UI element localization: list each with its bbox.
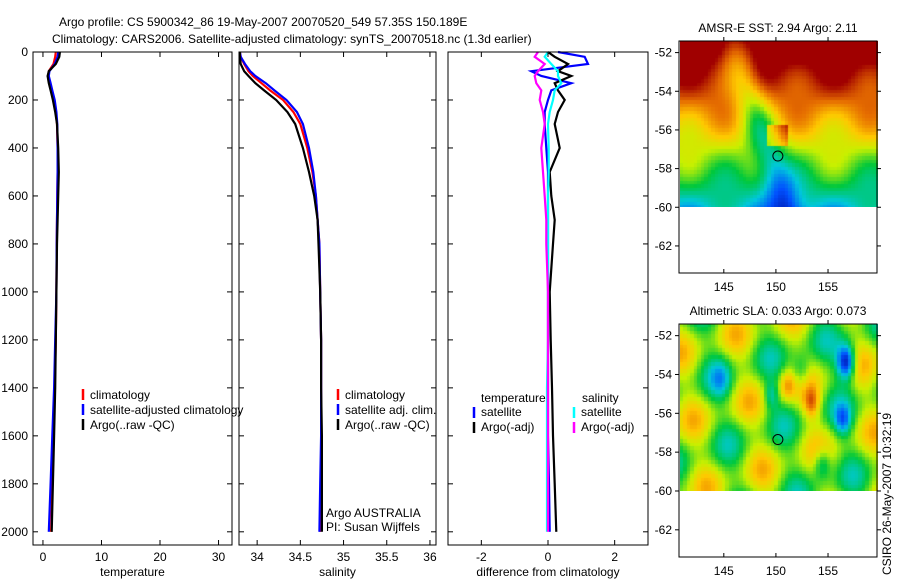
series-line-climatology [238, 51, 323, 532]
x-axis-label: salinity [319, 565, 356, 579]
y-tick-label: -56 [655, 123, 673, 137]
map-frame [678, 323, 878, 558]
argo-location-marker [772, 150, 784, 162]
y-tick-label: -58 [655, 445, 673, 459]
y-tick-label: 0 [21, 45, 28, 59]
map-title: Altimetric SLA: 0.033 Argo: 0.073 [690, 304, 867, 318]
legend-heading-salinity: salinity [582, 391, 619, 405]
y-tick-label: -56 [655, 406, 673, 420]
x-tick-label: 145 [714, 564, 734, 578]
y-tick-label: 200 [8, 93, 28, 107]
x-axis-label: difference from climatology [476, 565, 619, 579]
legend-label: Argo(..raw -QC) [90, 418, 175, 432]
x-tick-label: 150 [766, 280, 786, 294]
legend-label: climatology [90, 388, 150, 402]
x-tick-label: 35.5 [375, 550, 399, 564]
y-tick-label: 1200 [1, 333, 28, 347]
title-line-2: Climatology: CARS2006. Satellite-adjuste… [52, 32, 532, 46]
x-tick-label: 2 [611, 550, 618, 564]
x-tick-label: 36 [423, 550, 437, 564]
legend-label: satellite [481, 405, 522, 419]
legend-label: Argo(..raw -QC) [345, 418, 430, 432]
x-tick-label: 0 [545, 550, 552, 564]
legend-label: satellite-adjusted climatology [90, 403, 243, 417]
x-tick-label: 10 [95, 550, 109, 564]
y-tick-label: 1000 [1, 285, 28, 299]
y-tick-label: -52 [655, 329, 673, 343]
legend-label: Argo(-adj) [581, 420, 634, 434]
x-tick-label: 20 [153, 550, 167, 564]
y-tick-label: -62 [655, 523, 673, 537]
x-tick-label: 155 [818, 280, 838, 294]
sst-heatmap [680, 41, 878, 207]
x-tick-label: 150 [766, 564, 786, 578]
y-tick-label: -62 [655, 239, 673, 253]
map-frame [678, 40, 878, 274]
series-line-salinity-argo-adj- [533, 51, 550, 532]
annotation-line: Argo AUSTRALIA [326, 506, 421, 520]
plot-frame [238, 51, 437, 546]
y-tick-label: -52 [655, 46, 673, 60]
x-tick-label: 145 [714, 280, 734, 294]
legend-label: satellite adj. clim. [345, 403, 436, 417]
legend-label: climatology [345, 388, 405, 402]
x-tick-label: 30 [212, 550, 226, 564]
argo-location-marker [772, 434, 784, 446]
series-line-satellite-adj-clim- [238, 51, 323, 532]
y-tick-label: 600 [8, 189, 28, 203]
footer-stamp: CSIRO 26-May-2007 10:32:19 [880, 413, 894, 575]
x-tick-label: 34 [250, 550, 264, 564]
x-tick-label: 34.5 [289, 550, 313, 564]
y-tick-label: -58 [655, 162, 673, 176]
y-tick-label: -60 [655, 200, 673, 214]
x-tick-label: 155 [818, 564, 838, 578]
series-line-argo-raw-qc- [46, 51, 61, 532]
x-tick-label: 35 [337, 550, 351, 564]
annotation-line: PI: Susan Wijffels [326, 520, 420, 534]
series-line-temperature-satellite [527, 50, 590, 532]
y-tick-label: -54 [655, 84, 673, 98]
y-tick-label: 2000 [1, 525, 28, 539]
legend-label: satellite [581, 405, 622, 419]
map-title: AMSR-E SST: 2.94 Argo: 2.11 [698, 21, 858, 35]
x-axis-label: temperature [100, 565, 165, 579]
sla-heatmap [680, 324, 878, 491]
y-tick-label: 1800 [1, 477, 28, 491]
series-line-temperature-argo-adj- [547, 51, 575, 532]
y-tick-label: 1400 [1, 381, 28, 395]
legend-label: Argo(-adj) [481, 420, 534, 434]
legend-heading-temperature: temperature [481, 391, 546, 405]
series-line-argo-raw-qc- [238, 52, 323, 532]
y-tick-label: 1600 [1, 429, 28, 443]
x-tick-label: 0 [40, 550, 47, 564]
y-tick-label: -60 [655, 484, 673, 498]
x-tick-label: -2 [476, 550, 487, 564]
y-tick-label: 800 [8, 237, 28, 251]
y-tick-label: 400 [8, 141, 28, 155]
plot-frame [32, 51, 233, 546]
y-tick-label: -54 [655, 367, 673, 381]
title-line-1: Argo profile: CS 5900342_86 19-May-2007 … [59, 15, 467, 29]
